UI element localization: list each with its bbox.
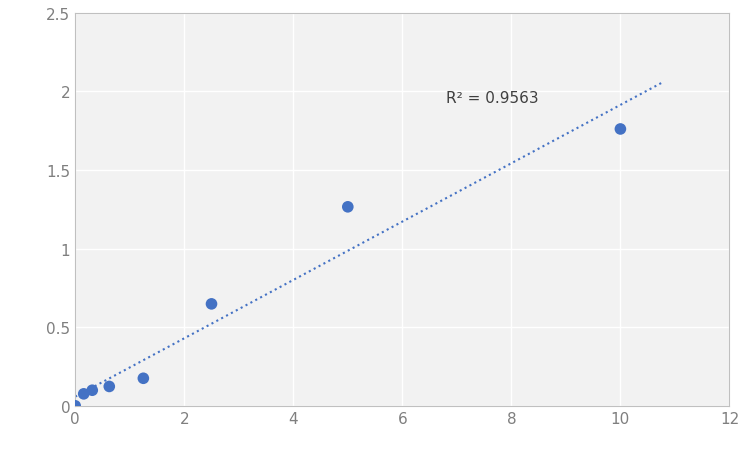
Point: [69, 402, 81, 410]
Point: [103, 383, 115, 390]
Point: [341, 204, 353, 211]
Point: [138, 375, 150, 382]
Point: [77, 391, 89, 398]
Point: [614, 126, 626, 133]
Point: [86, 387, 99, 394]
Point: [205, 300, 217, 308]
Text: R² = 0.9563: R² = 0.9563: [446, 91, 538, 106]
